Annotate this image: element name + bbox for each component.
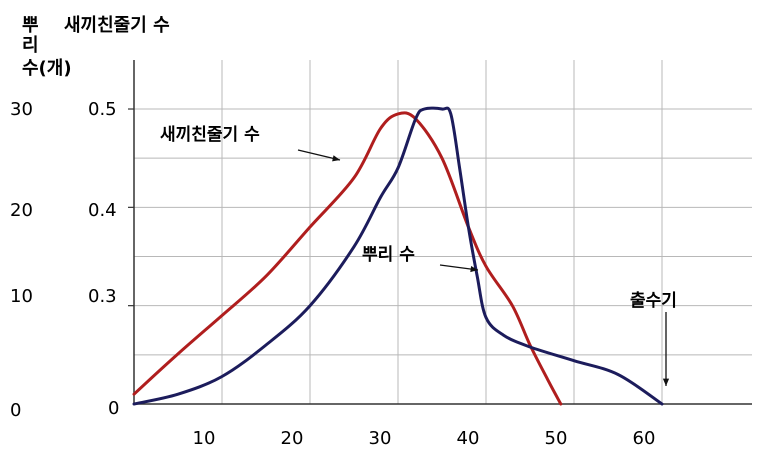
series [132,106,664,406]
ylabel-left-line2: 리 [22,35,39,56]
y-tick-label-tillers: 0 [108,398,119,419]
x-tick-label: 30 [369,428,392,449]
x-tick-label: 20 [281,428,304,449]
arrow-roots-head [470,265,478,273]
y-tick-label-roots: 0 [10,400,21,421]
series-line-roots [132,106,664,406]
y-tick-label-roots: 30 [10,99,33,120]
series-line-tillers [132,111,563,406]
x-tick-label: 10 [193,428,216,449]
ylabel-left-line1: 뿌 [22,15,39,36]
grid [134,60,752,404]
arrow-tillers-head [332,155,340,162]
annotation-roots: 뿌리 수 [362,245,415,265]
y-tick-label-roots: 20 [10,200,33,221]
ylabel-right: 새끼친줄기 수 [64,15,170,36]
annotation-heading: 출수기 [630,291,677,311]
y-tick-label-tillers: 0.4 [88,200,117,221]
y-tick-label-tillers: 0.3 [88,286,117,307]
y-tick-labels: 0 10 20 30 0 0.3 0.4 0.5 [10,99,119,421]
y-tick-label-roots: 10 [10,286,33,307]
annotation-arrows [297,149,670,386]
axes [128,60,752,405]
x-tick-label: 60 [633,428,656,449]
ylabel-left-line3: 수(개) [22,58,72,79]
x-tick-label: 50 [545,428,568,449]
x-tick-label: 40 [457,428,480,449]
x-tick-labels: 10 20 30 40 50 60 [193,428,656,449]
arrow-heading-head [662,378,670,386]
annotation-tillers: 새끼친줄기 수 [160,125,260,145]
y-tick-label-tillers: 0.5 [88,99,117,120]
